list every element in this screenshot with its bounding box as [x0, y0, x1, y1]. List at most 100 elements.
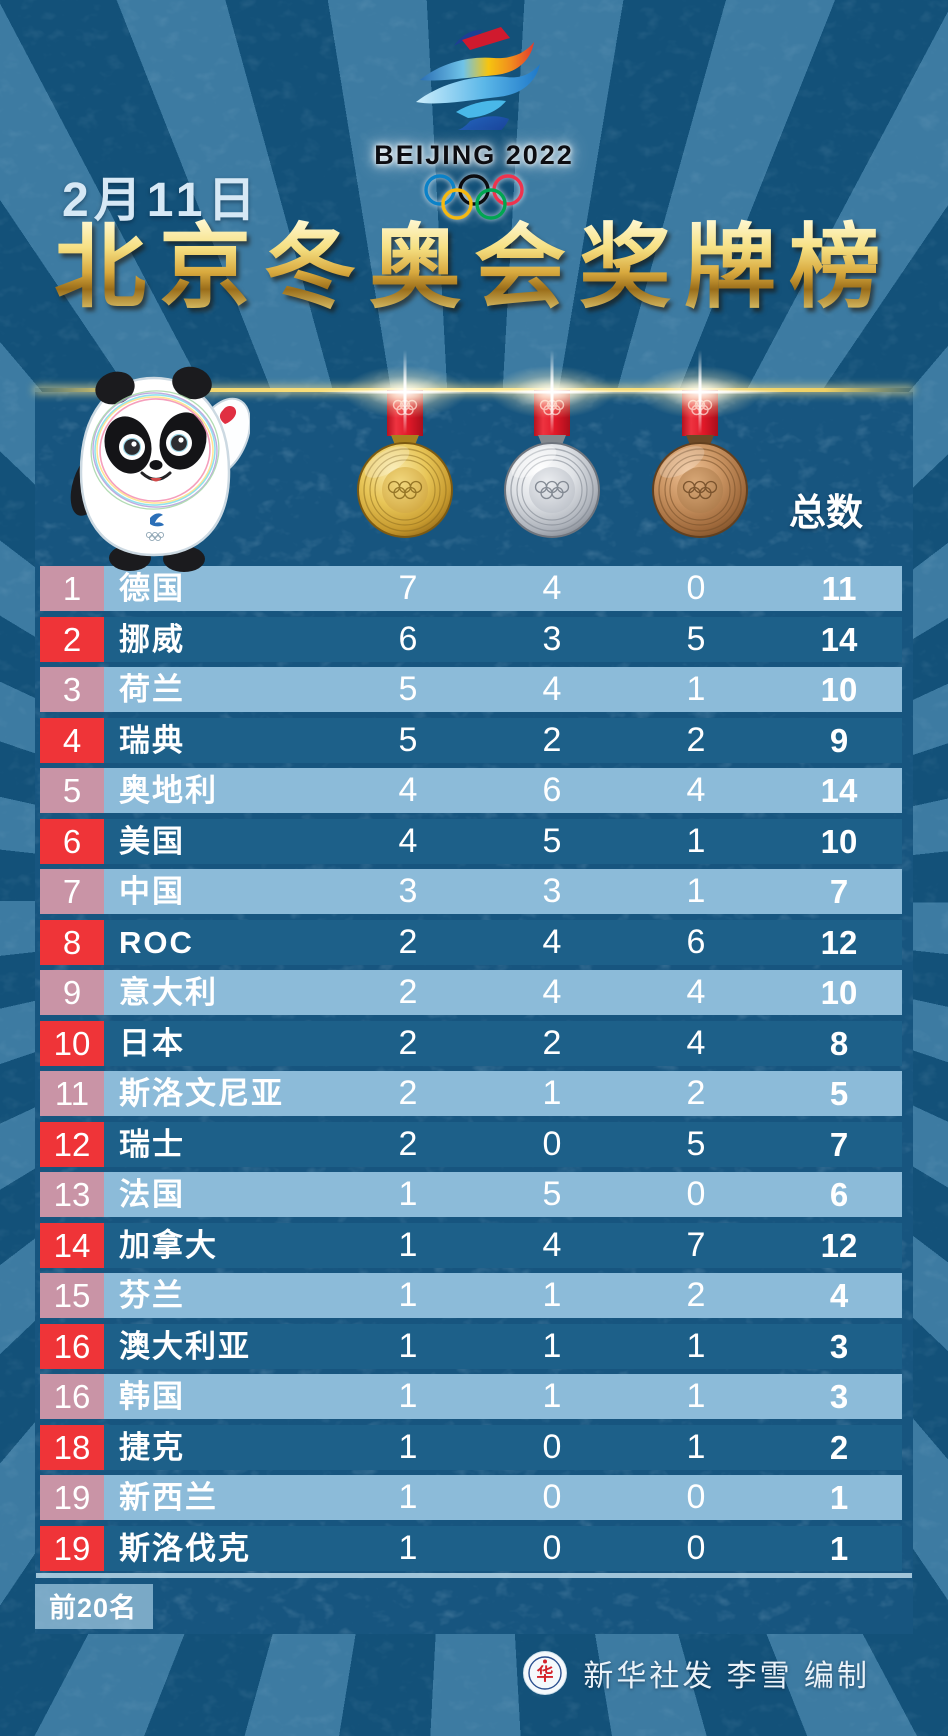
bronze-count-cell: 6	[686, 922, 706, 961]
bronze-count-cell: 1	[686, 1377, 706, 1415]
rank-cell: 12	[40, 1121, 104, 1167]
rank-cell: 3	[40, 667, 104, 712]
rank-cell: 9	[40, 970, 104, 1015]
total-count-cell: 12	[820, 1226, 858, 1264]
gold-count-cell: 1	[398, 1427, 418, 1466]
total-count-cell: 4	[829, 1277, 849, 1314]
total-count-cell: 7	[829, 873, 849, 910]
table-row: 7 中国 3 3 1 7	[40, 869, 902, 914]
table-row: 9 意大利 2 4 4 10	[40, 970, 902, 1015]
credit-footer: 华 新华社发 李雪 编制	[522, 1650, 870, 1696]
table-row: 6 美国 4 5 1 10	[40, 818, 902, 864]
country-cell: 挪威	[119, 621, 185, 657]
total-count-cell: 7	[829, 1125, 849, 1163]
bing-dwen-dwen-mascot-icon	[70, 366, 250, 572]
table-bottom-bar	[36, 1573, 912, 1578]
country-cell: 斯洛文尼亚	[119, 1076, 284, 1111]
total-column-header: 总数	[789, 492, 863, 533]
total-count-cell: 12	[820, 923, 858, 961]
total-count-cell: 10	[820, 822, 858, 860]
gold-count-cell: 6	[398, 619, 418, 658]
table-row: 8 ROC 2 4 6 12	[40, 919, 902, 965]
gold-count-cell: 1	[398, 1528, 418, 1567]
bronze-count-cell: 2	[686, 1074, 706, 1112]
table-row: 15 芬兰 1 1 2 4	[40, 1273, 902, 1318]
country-cell: 澳大利亚	[119, 1328, 251, 1364]
table-row: 16 韩国 1 1 1 3	[40, 1374, 902, 1419]
total-count-cell: 11	[821, 570, 857, 607]
country-cell: 中国	[119, 874, 185, 909]
bronze-count-cell: 2	[686, 720, 706, 759]
silver-count-cell: 0	[542, 1528, 562, 1567]
silver-count-cell: 5	[542, 821, 562, 860]
total-count-cell: 10	[820, 974, 858, 1011]
bronze-count-cell: 4	[686, 1023, 706, 1062]
table-row: 18 捷克 1 0 1 2	[40, 1424, 902, 1470]
total-count-cell: 5	[829, 1075, 849, 1112]
silver-count-cell: 3	[542, 872, 562, 910]
rank-cell: 19	[40, 1475, 104, 1520]
gold-count-cell: 2	[398, 1074, 418, 1112]
country-cell: 日本	[119, 1025, 185, 1061]
light-flare	[610, 346, 790, 438]
gold-count-cell: 2	[398, 1023, 418, 1062]
country-cell: 新西兰	[119, 1480, 218, 1515]
silver-count-cell: 0	[542, 1427, 562, 1466]
table-row: 10 日本 2 2 4 8	[40, 1020, 902, 1066]
silver-count-cell: 1	[542, 1326, 562, 1365]
country-cell: 韩国	[119, 1379, 185, 1414]
bronze-count-cell: 1	[686, 872, 706, 910]
bronze-count-cell: 4	[686, 973, 706, 1011]
rank-cell: 5	[40, 768, 104, 813]
total-count-cell: 8	[829, 1024, 849, 1062]
country-cell: 瑞士	[119, 1126, 185, 1162]
rank-cell: 16	[40, 1374, 104, 1419]
rank-cell: 2	[40, 616, 104, 662]
bronze-count-cell: 0	[686, 1528, 706, 1567]
table-row: 12 瑞士 2 0 5 7	[40, 1121, 902, 1167]
silver-count-cell: 0	[542, 1478, 562, 1516]
silver-count-cell: 4	[542, 569, 562, 607]
gold-count-cell: 1	[398, 1225, 418, 1264]
rank-cell: 18	[40, 1424, 104, 1470]
silver-count-cell: 5	[542, 1175, 562, 1213]
bronze-count-cell: 7	[686, 1225, 706, 1264]
silver-count-cell: 3	[542, 619, 562, 658]
table-row: 5 奥地利 4 6 4 14	[40, 768, 902, 813]
bronze-count-cell: 1	[686, 821, 706, 860]
bronze-count-cell: 5	[686, 619, 706, 658]
table-row: 19 斯洛伐克 1 0 0 1	[40, 1525, 902, 1571]
medal-rows: 1 德国 7 4 0 11 2 挪威 6 3 5 14 3 荷兰 5 4 1 1…	[40, 566, 902, 1576]
country-cell: 美国	[119, 823, 185, 859]
gold-count-cell: 1	[398, 1377, 418, 1415]
rank-cell: 19	[40, 1525, 104, 1571]
silver-count-cell: 1	[542, 1377, 562, 1415]
silver-count-cell: 4	[542, 973, 562, 1011]
bronze-count-cell: 5	[686, 1124, 706, 1163]
table-row: 16 澳大利亚 1 1 1 3	[40, 1323, 902, 1369]
table-row: 14 加拿大 1 4 7 12	[40, 1222, 902, 1268]
date-label: 2月11日	[62, 174, 261, 227]
total-count-cell: 2	[829, 1428, 849, 1466]
total-count-cell: 10	[820, 671, 858, 708]
silver-count-cell: 2	[542, 1023, 562, 1062]
country-cell: 奥地利	[119, 773, 218, 808]
country-cell: 意大利	[119, 975, 218, 1010]
bronze-count-cell: 0	[686, 569, 706, 607]
country-cell: 捷克	[119, 1429, 185, 1465]
total-count-cell: 3	[829, 1378, 849, 1415]
rank-cell: 10	[40, 1020, 104, 1066]
gold-count-cell: 2	[398, 922, 418, 961]
total-count-cell: 3	[829, 1327, 849, 1365]
gold-count-cell: 2	[398, 1124, 418, 1163]
gold-count-cell: 4	[398, 821, 418, 860]
rank-cell: 13	[40, 1172, 104, 1217]
gold-count-cell: 1	[398, 1276, 418, 1314]
country-cell: 斯洛伐克	[119, 1530, 251, 1566]
table-row: 3 荷兰 5 4 1 10	[40, 667, 902, 712]
gold-count-cell: 2	[398, 973, 418, 1011]
table-row: 19 新西兰 1 0 0 1	[40, 1475, 902, 1520]
table-row: 11 斯洛文尼亚 2 1 2 5	[40, 1071, 902, 1116]
rank-cell: 6	[40, 818, 104, 864]
silver-count-cell: 0	[542, 1124, 562, 1163]
